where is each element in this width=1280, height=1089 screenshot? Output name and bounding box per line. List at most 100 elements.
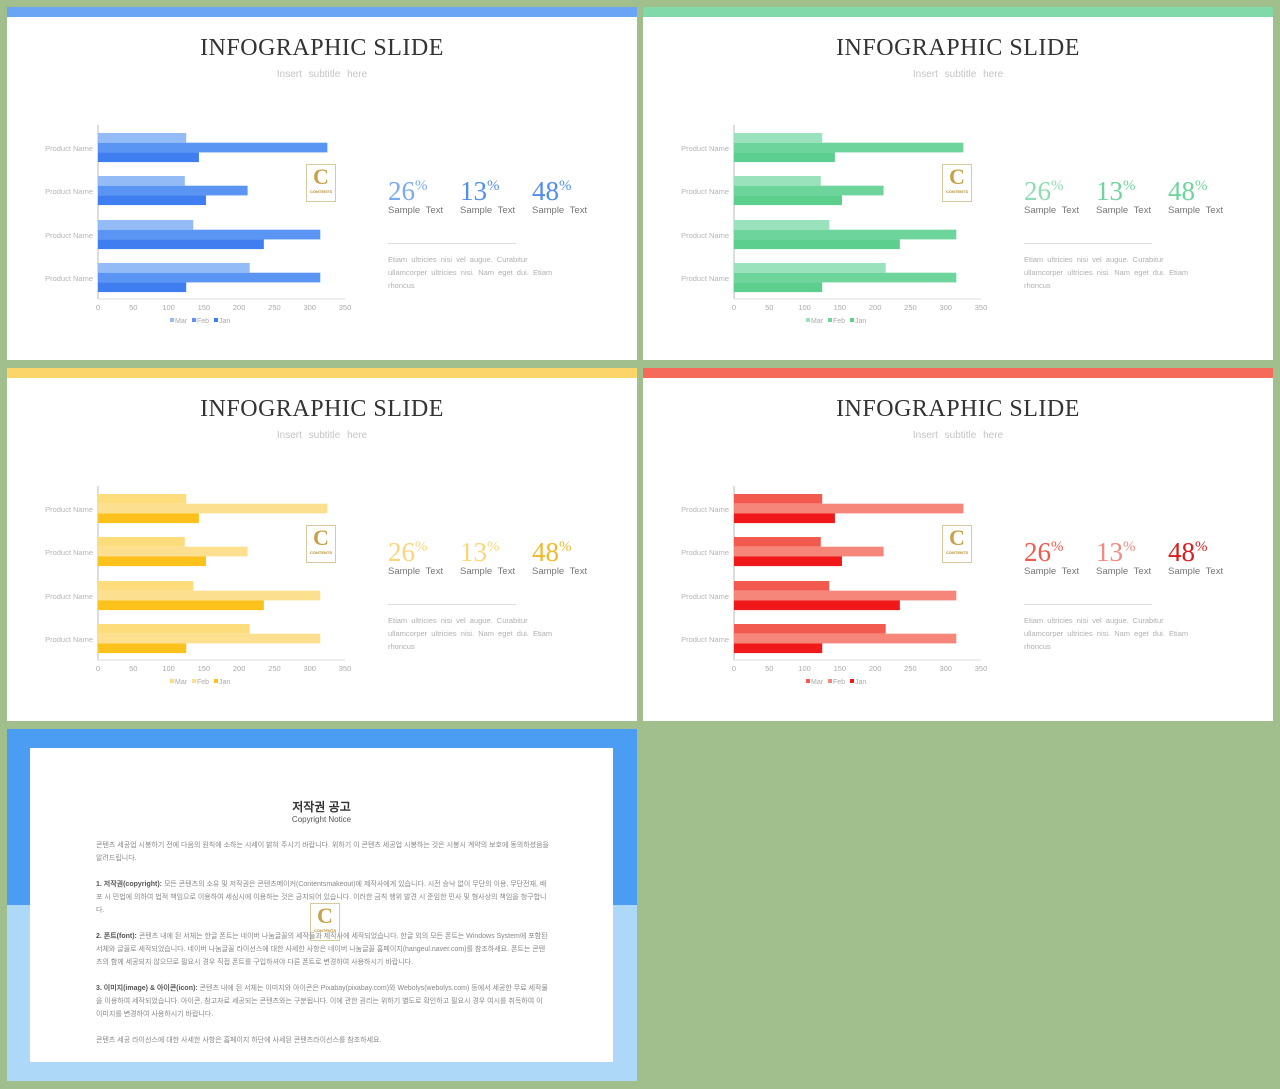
x-tick-label: 50 [765, 303, 773, 312]
x-tick-label: 350 [339, 664, 352, 673]
stat-label: Sample Text [1168, 566, 1224, 577]
divider-line [388, 604, 516, 605]
bar-feb [734, 590, 957, 601]
slide-subtitle: Insert subtitle here [276, 430, 368, 441]
category-label: Product Name [681, 505, 729, 514]
slide-description: Etiam ultricies nisi vel augue. Curabitu… [1024, 255, 1189, 290]
slide-top-bar [7, 368, 637, 378]
bar-mar [98, 220, 194, 230]
bar-feb [98, 142, 328, 153]
bar-feb [98, 185, 248, 196]
bar-jan [98, 282, 187, 293]
category-label: Product Name [45, 231, 93, 240]
slide-description: Etiam ultricies nisi vel augue. Curabitu… [388, 255, 553, 290]
bar-feb [734, 503, 964, 514]
x-tick-label: 300 [303, 303, 316, 312]
legend-label: Feb [197, 679, 209, 686]
bar-jan [734, 195, 842, 206]
x-tick-label: 0 [96, 303, 100, 312]
bar-mar [98, 263, 250, 273]
bar-jan [734, 239, 900, 250]
x-tick-label: 250 [904, 664, 917, 673]
infographic-slide-yellow: INFOGRAPHIC SLIDE Insert subtitle here Pro… [7, 368, 637, 721]
stat-value: 48% [1168, 176, 1208, 206]
stat-block: 26% Sample Text [388, 532, 458, 577]
x-tick-label: 50 [129, 664, 137, 673]
bar-jan [98, 152, 199, 163]
legend-swatch [170, 679, 174, 683]
stat-block: 26% Sample Text [388, 171, 458, 216]
contents-logo: C CONTENTS [310, 903, 340, 941]
category-label: Product Name [45, 187, 93, 196]
divider-line [388, 243, 516, 244]
legend-label: Jan [219, 679, 230, 686]
x-tick-label: 150 [198, 303, 211, 312]
legend-label: Feb [197, 318, 209, 325]
stat-label: Sample Text [460, 566, 516, 577]
x-tick-label: 100 [162, 664, 175, 673]
legend-label: Feb [833, 318, 845, 325]
infographic-slide-green: INFOGRAPHIC SLIDE Insert subtitle here Pro… [643, 7, 1273, 360]
infographic-slide-blue: INFOGRAPHIC SLIDE Insert subtitle here Pro… [7, 7, 637, 360]
stat-block: 48% Sample Text [1168, 171, 1238, 216]
x-tick-label: 150 [834, 303, 847, 312]
category-label: Product Name [681, 548, 729, 557]
category-label: Product Name [681, 274, 729, 283]
stat-block: 13% Sample Text [460, 532, 530, 577]
bar-jan [98, 643, 187, 654]
category-label: Product Name [45, 635, 93, 644]
x-tick-label: 300 [939, 303, 952, 312]
stat-label: Sample Text [532, 205, 588, 216]
legend-swatch [850, 679, 854, 683]
x-tick-label: 50 [765, 664, 773, 673]
bar-jan [98, 195, 206, 206]
bar-mar [98, 133, 187, 143]
notice-intro: 콘텐츠 세공업 시봉하기 전에 다음의 원칙에 소하는 시세이 밝혀 주시기 바… [96, 842, 549, 862]
contents-logo: C CONTENTS [942, 164, 972, 202]
contents-logo: C CONTENTS [942, 525, 972, 563]
x-tick-label: 350 [339, 303, 352, 312]
x-tick-label: 100 [798, 303, 811, 312]
slide-top-bar [643, 368, 1273, 378]
stat-label: Sample Text [1024, 205, 1080, 216]
category-label: Product Name [681, 635, 729, 644]
bar-mar [734, 581, 830, 591]
bar-feb [98, 633, 321, 644]
slide-title: INFOGRAPHIC SLIDE [836, 35, 1080, 61]
bar-feb [98, 546, 248, 557]
notice-body: 콘텐츠 세공업 시봉하기 전에 다음의 원칙에 소하는 시세이 밝혀 주시기 바… [96, 839, 550, 1060]
bar-mar [734, 494, 823, 504]
bar-feb [734, 272, 957, 283]
legend-label: Jan [219, 318, 230, 325]
stat-block: 13% Sample Text [1096, 532, 1166, 577]
x-tick-label: 300 [939, 664, 952, 673]
x-tick-label: 200 [233, 664, 246, 673]
bar-jan [734, 600, 900, 611]
notice-paragraph-image: 3. 이미지(image) & 아이콘(icon): 콘텐츠 내에 된 서체는 … [96, 985, 548, 1018]
bar-mar [734, 220, 830, 230]
x-tick-label: 100 [798, 664, 811, 673]
category-label: Product Name [681, 144, 729, 153]
category-label: Product Name [45, 548, 93, 557]
stat-value: 48% [1168, 537, 1208, 567]
legend-swatch [170, 318, 174, 322]
stat-label: Sample Text [460, 205, 516, 216]
stat-value: 13% [460, 176, 500, 206]
bar-mar [98, 176, 185, 186]
x-tick-label: 150 [198, 664, 211, 673]
category-label: Product Name [45, 274, 93, 283]
category-label: Product Name [45, 505, 93, 514]
bar-chart: Product Name Product Name Product Name Prod… [45, 486, 352, 686]
stat-value: 26% [1024, 176, 1064, 206]
bar-feb [734, 142, 964, 153]
legend-swatch [828, 318, 832, 322]
stat-block: 13% Sample Text [460, 171, 530, 216]
stat-block: 13% Sample Text [1096, 171, 1166, 216]
bar-mar [98, 624, 250, 634]
category-label: Product Name [681, 187, 729, 196]
bar-jan [734, 513, 835, 524]
legend-swatch [806, 318, 810, 322]
notice-subtitle: Copyright Notice [291, 815, 352, 824]
bar-feb [734, 546, 884, 557]
category-label: Product Name [45, 592, 93, 601]
